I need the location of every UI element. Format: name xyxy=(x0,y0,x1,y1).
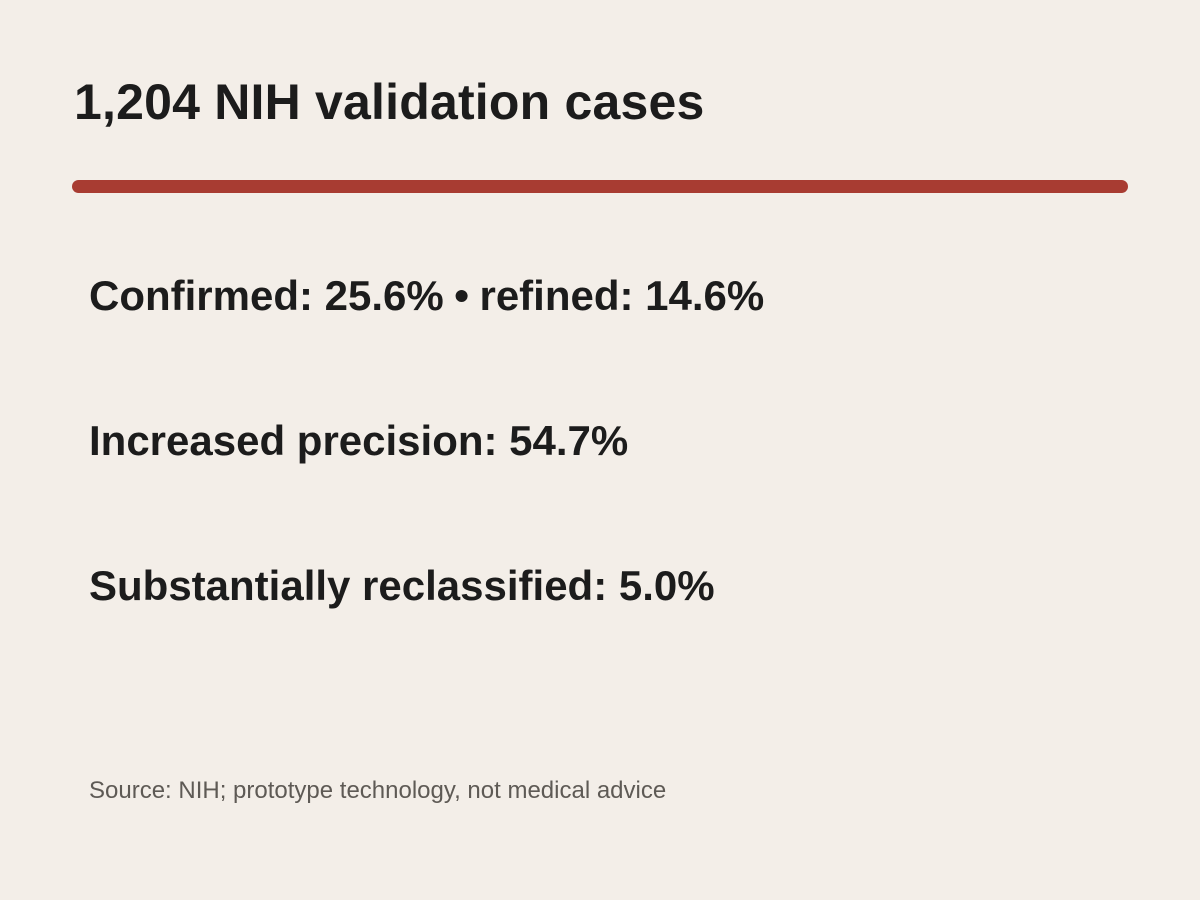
stat-refined: refined: 14.6% xyxy=(479,272,765,319)
stat-increased-precision: Increased precision: 54.7% xyxy=(89,417,629,464)
stat-substantially-reclassified: Substantially reclassified: 5.0% xyxy=(89,562,715,609)
stat-confirmed-refined: Confirmed: 25.6% • refined: 14.6% xyxy=(89,271,764,321)
source-note: Source: NIH; prototype technology, not m… xyxy=(89,777,667,804)
accent-divider xyxy=(72,180,1128,193)
page-title: 1,204 NIH validation cases xyxy=(74,74,705,130)
bullet-separator: • xyxy=(454,272,469,319)
stat-confirmed: Confirmed: 25.6% xyxy=(89,272,444,319)
